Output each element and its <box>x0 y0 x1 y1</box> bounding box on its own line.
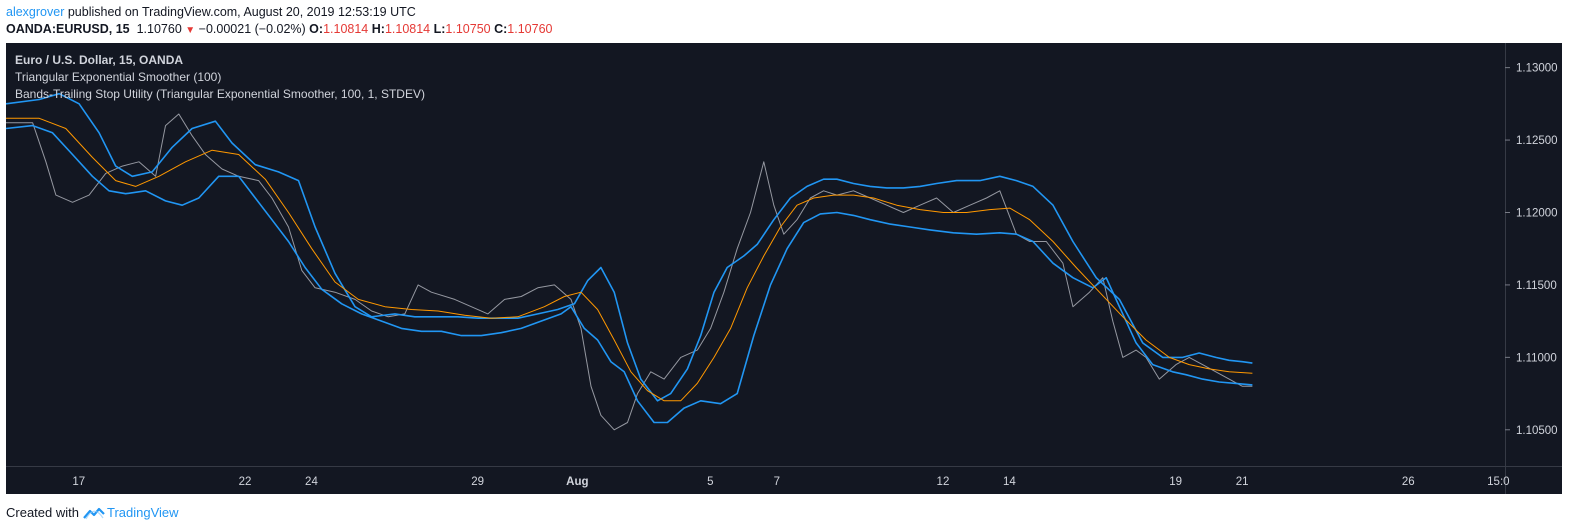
tradingview-link[interactable]: TradingView <box>83 505 179 520</box>
publish-info: alexgrover published on TradingView.com,… <box>6 5 416 19</box>
x-tick-label: 12 <box>937 476 950 488</box>
x-tick-label: Aug <box>566 476 588 488</box>
legend-symbol-title[interactable]: Euro / U.S. Dollar, 15, OANDA <box>15 53 184 67</box>
price-chart[interactable]: 1.10500 1.11000 1.11500 1.12000 1.12500 1.130… <box>6 43 1562 494</box>
legend-indicator-1[interactable]: Triangular Exponential Smoother (100) <box>15 70 222 84</box>
high-value: 1.10814 <box>384 22 431 36</box>
footer: Created with TradingView <box>6 505 179 520</box>
y-tick-label: 1.10500 <box>1516 425 1558 437</box>
x-tick-label: 26 <box>1402 476 1415 488</box>
low-value: 1.10750 <box>445 22 491 36</box>
y-tick-label: 1.12500 <box>1516 135 1558 147</box>
x-tick-label: 15:0 <box>1487 476 1509 488</box>
author-link[interactable]: alexgrover <box>6 5 65 19</box>
published-text: published on TradingView.com, August 20,… <box>67 5 416 19</box>
y-tick-label: 1.12000 <box>1516 207 1558 219</box>
open-label: O: <box>309 22 324 36</box>
ohlc-bar: OANDA:EURUSD, 15 1.10760 ▼ −0.00021 (−0.… <box>6 22 552 36</box>
x-tick-label: 29 <box>471 476 484 488</box>
x-tick-label: 14 <box>1003 476 1016 488</box>
created-with-text: Created with <box>6 505 79 520</box>
y-tick-label: 1.11000 <box>1516 352 1557 364</box>
x-tick-label: 24 <box>305 476 318 488</box>
x-tick-label: 5 <box>707 476 713 488</box>
x-tick-label: 17 <box>72 476 85 488</box>
open-value: 1.10814 <box>323 22 369 36</box>
y-tick-label: 1.11500 <box>1516 280 1557 292</box>
symbol-label: OANDA:EURUSD, 15 <box>6 22 130 36</box>
triangle-down-icon: ▼ <box>185 25 196 36</box>
tradingview-brand-text: TradingView <box>106 505 179 520</box>
close-value: 1.10760 <box>507 22 553 36</box>
chart-panel[interactable]: 1.10500 1.11000 1.11500 1.12000 1.12500 1.130… <box>6 43 1562 494</box>
series-upper-band[interactable] <box>6 92 1253 402</box>
x-tick-label: 21 <box>1236 476 1249 488</box>
series-lower-band[interactable] <box>6 124 1253 424</box>
close-label: C: <box>494 22 508 36</box>
low-label: L: <box>433 22 446 36</box>
x-tick-label: 7 <box>774 476 780 488</box>
last-price: 1.10760 <box>136 22 182 36</box>
series-price[interactable] <box>6 113 1253 431</box>
x-tick-label: 22 <box>239 476 252 488</box>
price-change: −0.00021 (−0.02%) <box>198 22 306 36</box>
x-tick-label: 19 <box>1169 476 1182 488</box>
series-smoother[interactable] <box>6 117 1253 402</box>
legend-indicator-2[interactable]: Bands-Trailing Stop Utility (Triangular … <box>15 87 425 101</box>
high-label: H: <box>371 22 385 36</box>
y-tick-label: 1.13000 <box>1516 63 1558 75</box>
tradingview-logo-icon <box>83 507 105 519</box>
